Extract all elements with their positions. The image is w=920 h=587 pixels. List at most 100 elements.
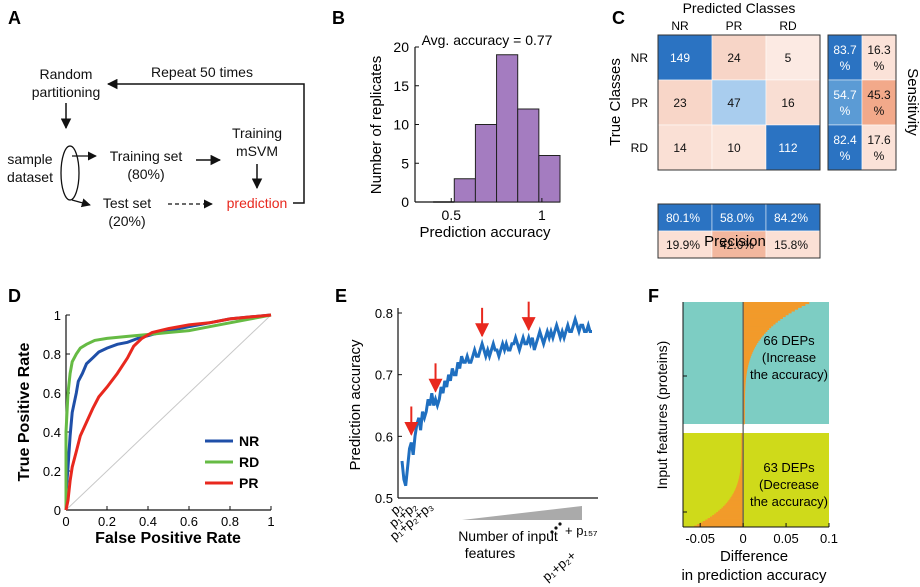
difference-bar — [743, 387, 746, 390]
difference-bar — [743, 327, 770, 331]
x-tick-label-b: 1 — [538, 207, 546, 223]
sensitivity-value: 16.3 — [867, 43, 891, 57]
precision-frame — [657, 203, 821, 259]
histogram-bar — [453, 178, 476, 203]
y-tick-label-d: 0.4 — [43, 425, 61, 440]
difference-bar — [714, 513, 744, 516]
histogram-bar — [496, 54, 519, 203]
difference-bar — [743, 338, 760, 342]
precision-cell — [765, 203, 821, 232]
difference-bar — [743, 370, 748, 373]
precision-cell — [711, 230, 767, 259]
difference-bar — [743, 377, 747, 380]
difference-bar — [743, 392, 746, 395]
difference-bar — [734, 491, 744, 493]
difference-bar — [702, 521, 744, 523]
group-label-line: the accuracy) — [750, 367, 828, 382]
col-label: NR — [671, 19, 689, 33]
difference-bar — [743, 309, 795, 312]
difference-bar — [729, 498, 744, 501]
row-label: PR — [631, 96, 648, 110]
sensitivity-unit: % — [874, 59, 885, 73]
difference-bar — [725, 503, 744, 505]
precision-value: 19.9% — [666, 238, 700, 252]
difference-bar — [694, 525, 744, 528]
difference-bar — [743, 412, 745, 416]
difference-bar — [743, 316, 783, 319]
difference-bar — [741, 441, 744, 444]
sensitivity-unit: % — [874, 104, 885, 118]
group-background — [683, 433, 829, 527]
chart-title-b: Avg. accuracy = 0.77 — [422, 32, 553, 48]
ellipsis-dot — [558, 522, 562, 526]
difference-bar — [743, 314, 786, 318]
x-axis-label-e-line2: features — [465, 545, 516, 561]
y-tick-label-e: 0.7 — [375, 368, 393, 383]
difference-bar — [743, 411, 745, 414]
heatmap-value: 5 — [785, 51, 792, 65]
precision-value: 42.0% — [720, 238, 754, 252]
difference-bar — [743, 307, 799, 310]
difference-bar — [707, 518, 744, 520]
heatmap-value: 149 — [670, 51, 690, 65]
diagonal-d — [65, 314, 272, 511]
accuracy-line — [400, 314, 592, 487]
difference-bar — [741, 456, 744, 459]
heatmap-value: 47 — [727, 96, 741, 110]
test-set-percent: (20%) — [108, 213, 145, 229]
difference-bar — [741, 438, 744, 441]
panel-letter-a: A — [8, 8, 21, 28]
heatmap-cell — [657, 34, 713, 81]
difference-bar — [740, 462, 744, 465]
sensitivity-value: 17.6 — [867, 133, 891, 147]
difference-bar — [739, 471, 744, 474]
difference-bar — [743, 379, 746, 382]
sensitivity-value: 45.3 — [867, 88, 891, 102]
col-label: RD — [779, 19, 797, 33]
difference-bar — [718, 510, 744, 513]
difference-bar — [743, 383, 746, 386]
sensitivity-cell — [827, 124, 863, 171]
x-tick-label-f: 0.1 — [820, 531, 838, 546]
difference-bar — [743, 344, 757, 347]
heatmap-cell — [711, 124, 767, 171]
precision-label: Precision — [704, 233, 766, 250]
precision-cell — [765, 230, 821, 259]
difference-bar — [728, 500, 744, 502]
difference-bar — [741, 453, 744, 456]
difference-bar — [743, 372, 747, 375]
difference-bar — [740, 470, 744, 473]
heatmap-cell — [711, 79, 767, 126]
difference-bar — [738, 479, 744, 482]
difference-bar — [737, 482, 744, 485]
heatmap-value: 112 — [778, 141, 797, 155]
sensitivity-cell — [861, 34, 897, 81]
difference-bar — [743, 311, 792, 314]
sample-dataset-line1: sample — [7, 151, 52, 167]
difference-bar — [743, 331, 766, 334]
difference-bar — [743, 407, 745, 410]
difference-bar — [740, 467, 744, 470]
difference-bar — [741, 444, 744, 447]
difference-bar — [740, 461, 744, 464]
difference-bar — [741, 459, 744, 462]
difference-bar — [743, 405, 745, 408]
training-set-percent: (80%) — [127, 166, 164, 182]
difference-bar — [741, 443, 744, 446]
difference-bar — [743, 350, 754, 353]
difference-bar — [743, 320, 778, 323]
x-tick-label-d: 0 — [62, 514, 69, 529]
feature-wedge — [462, 506, 582, 520]
y-tick-label-b: 20 — [393, 39, 409, 55]
heatmap-title: Predicted Classes — [683, 0, 796, 16]
difference-bar — [741, 458, 744, 461]
group-label-line: (Increase — [762, 350, 816, 365]
sensitivity-value: 82.4 — [833, 133, 857, 147]
legend-label-pr: PR — [239, 475, 258, 491]
sensitivity-unit: % — [840, 149, 851, 163]
x-tick-label-d: 0.4 — [139, 514, 157, 529]
split-ellipse — [60, 145, 80, 201]
to-test-arrow — [71, 198, 91, 208]
difference-bar — [740, 468, 744, 471]
